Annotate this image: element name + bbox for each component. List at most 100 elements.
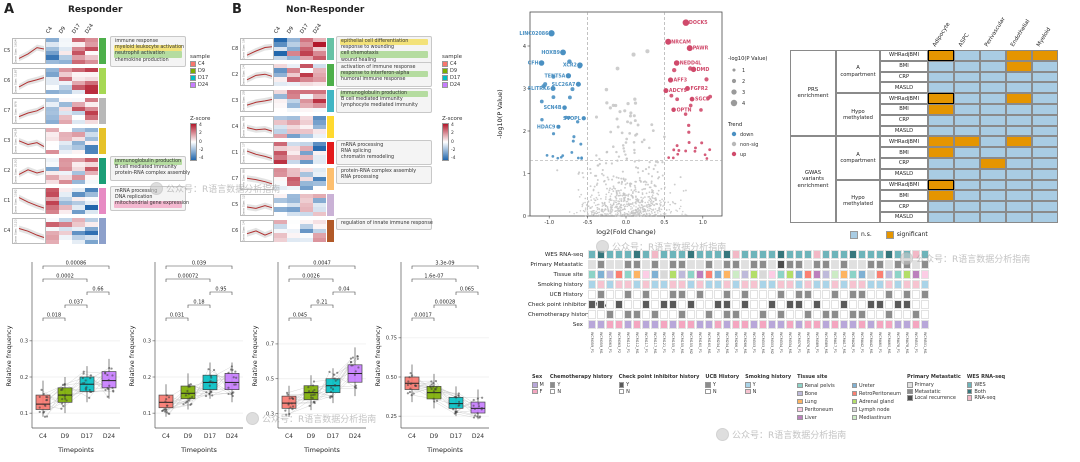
clinical-cell: [597, 280, 606, 290]
clinical-cell: [750, 310, 759, 320]
expression-heatmap: [46, 68, 98, 94]
clinical-cell: [885, 290, 894, 300]
clinical-annotation-heatmap: WES RNA-seq Primary Metastatic Tissue site…: [528, 250, 1078, 458]
clinical-cell: [768, 280, 777, 290]
clinical-cell: [732, 260, 741, 270]
significant-cell: [1006, 136, 1032, 148]
gene-trend-miniplot: Gene Size: 1582: [12, 188, 46, 214]
clinical-cell: [696, 320, 705, 330]
cluster-color-bar: [327, 220, 334, 242]
legend-label: C4: [198, 61, 205, 67]
clinical-cell: [705, 300, 714, 310]
sample-label: WCM063_P1: [607, 332, 612, 354]
pvalue-label: 0.0026: [302, 274, 320, 280]
legend-swatch: [618, 388, 625, 395]
clinical-cell: [651, 290, 660, 300]
clinical-cell: [714, 290, 723, 300]
legend-item: Local recurrence: [907, 395, 961, 401]
svg-text:0.75: 0.75: [386, 336, 397, 342]
svg-text:Gene Size: 865: Gene Size: 865: [242, 168, 246, 190]
boxplot-svg: 3.3e-09 1.6e-07 0.065 0.00028 0.0017 0.25 0.50…: [374, 261, 489, 454]
clinical-cell: [732, 280, 741, 290]
clinical-cell: [615, 280, 624, 290]
sample-label: WCM266_M1: [742, 332, 747, 354]
clinical-cell: [588, 250, 597, 260]
svg-text:up: up: [740, 152, 746, 158]
ns-cell: [1006, 147, 1032, 158]
sample-label: WCM389_M1: [823, 332, 828, 354]
pvalue-label: 0.031: [170, 313, 184, 319]
clinical-cell: [588, 290, 597, 300]
clinical-cell: [786, 320, 795, 330]
sample-label: WCM478_M1: [904, 332, 909, 354]
clinical-cell: [660, 300, 669, 310]
clinical-row-label: Sex: [572, 322, 583, 328]
gene-label-down: SVOPL: [563, 116, 581, 122]
clinical-cell: [732, 300, 741, 310]
gene-trend-miniplot: Gene Size: 2103: [12, 158, 46, 184]
clinical-cell: [678, 250, 687, 260]
ns-cell: [954, 201, 980, 212]
clinical-cell: [777, 290, 786, 300]
clinical-cell: [831, 310, 840, 320]
svg-text:0.3: 0.3: [143, 339, 151, 345]
pvalue-label: 0.037: [69, 300, 83, 306]
clinical-cell: [588, 260, 597, 270]
trait-label: CRP: [880, 158, 928, 169]
trait-label: BMI: [880, 147, 928, 158]
panel-a-title: Responder: [68, 5, 123, 15]
legend-group-title: UCB History: [705, 374, 740, 380]
svg-text:2: 2: [742, 79, 745, 85]
clinical-cell: [849, 320, 858, 330]
sample-legend: sample C4 D9 D17 D24: [190, 54, 210, 89]
clinical-cell: [615, 310, 624, 320]
cluster-label: C3: [231, 98, 239, 104]
expression-heatmap: [46, 188, 98, 214]
clinical-cell: [606, 280, 615, 290]
legend-label: Primary: [914, 382, 934, 388]
trait-label: CRP: [880, 114, 928, 126]
gene-label-up: DMD: [697, 67, 710, 73]
grid-column-label: ASPC: [957, 32, 971, 48]
cluster-color-bar: [327, 168, 334, 190]
gene-trend-miniplot: Gene Size: 1407: [240, 220, 274, 242]
legend-swatch: [797, 406, 803, 413]
legend-item: Y: [549, 382, 613, 388]
legend-label: C4: [450, 61, 457, 67]
clinical-cell: [705, 260, 714, 270]
go-term: wound healing: [341, 57, 377, 63]
legend-item: D24: [442, 82, 462, 88]
svg-text:D9: D9: [184, 433, 193, 440]
legend-item: RetroPeritoneum: [851, 391, 901, 397]
clinical-cell: [651, 320, 660, 330]
legend-item: Peritoneum: [797, 407, 846, 413]
module-row: C8 Gene Size: 1982: [230, 36, 490, 62]
clinical-cell: [876, 280, 885, 290]
clinical-cell: [723, 290, 732, 300]
go-term: epithelial cell differentiation: [340, 39, 428, 46]
module-row: C3 Gene Size: 2051: [230, 88, 490, 114]
ns-cell: [980, 147, 1006, 158]
go-term: response to interferon-alpha: [340, 71, 428, 78]
panel-b-title: Non-Responder: [286, 5, 365, 15]
cluster-label: C5: [231, 202, 239, 208]
clinical-cell: [669, 260, 678, 270]
clinical-cell: [732, 310, 741, 320]
sample-label: WCM478_P1: [895, 332, 900, 354]
cluster-color-bar: [99, 68, 106, 94]
clinical-cell: [678, 260, 687, 270]
clinical-cell: [885, 320, 894, 330]
ns-cell: [1006, 71, 1032, 83]
clinical-cell: [597, 290, 606, 300]
legend-swatch: [851, 406, 858, 413]
clinical-cell: [768, 290, 777, 300]
gene-label-down: SCN4B: [544, 105, 562, 111]
clinical-cell: [795, 310, 804, 320]
grid-column-label: Adipocyte: [931, 21, 952, 48]
clinical-cell: [804, 260, 813, 270]
legend-label: D9: [450, 68, 458, 74]
clinical-cell: [777, 320, 786, 330]
module-row: C7 Gene Size: 865: [230, 166, 490, 192]
clinical-cell: [840, 250, 849, 260]
legend-swatch: [797, 382, 803, 389]
